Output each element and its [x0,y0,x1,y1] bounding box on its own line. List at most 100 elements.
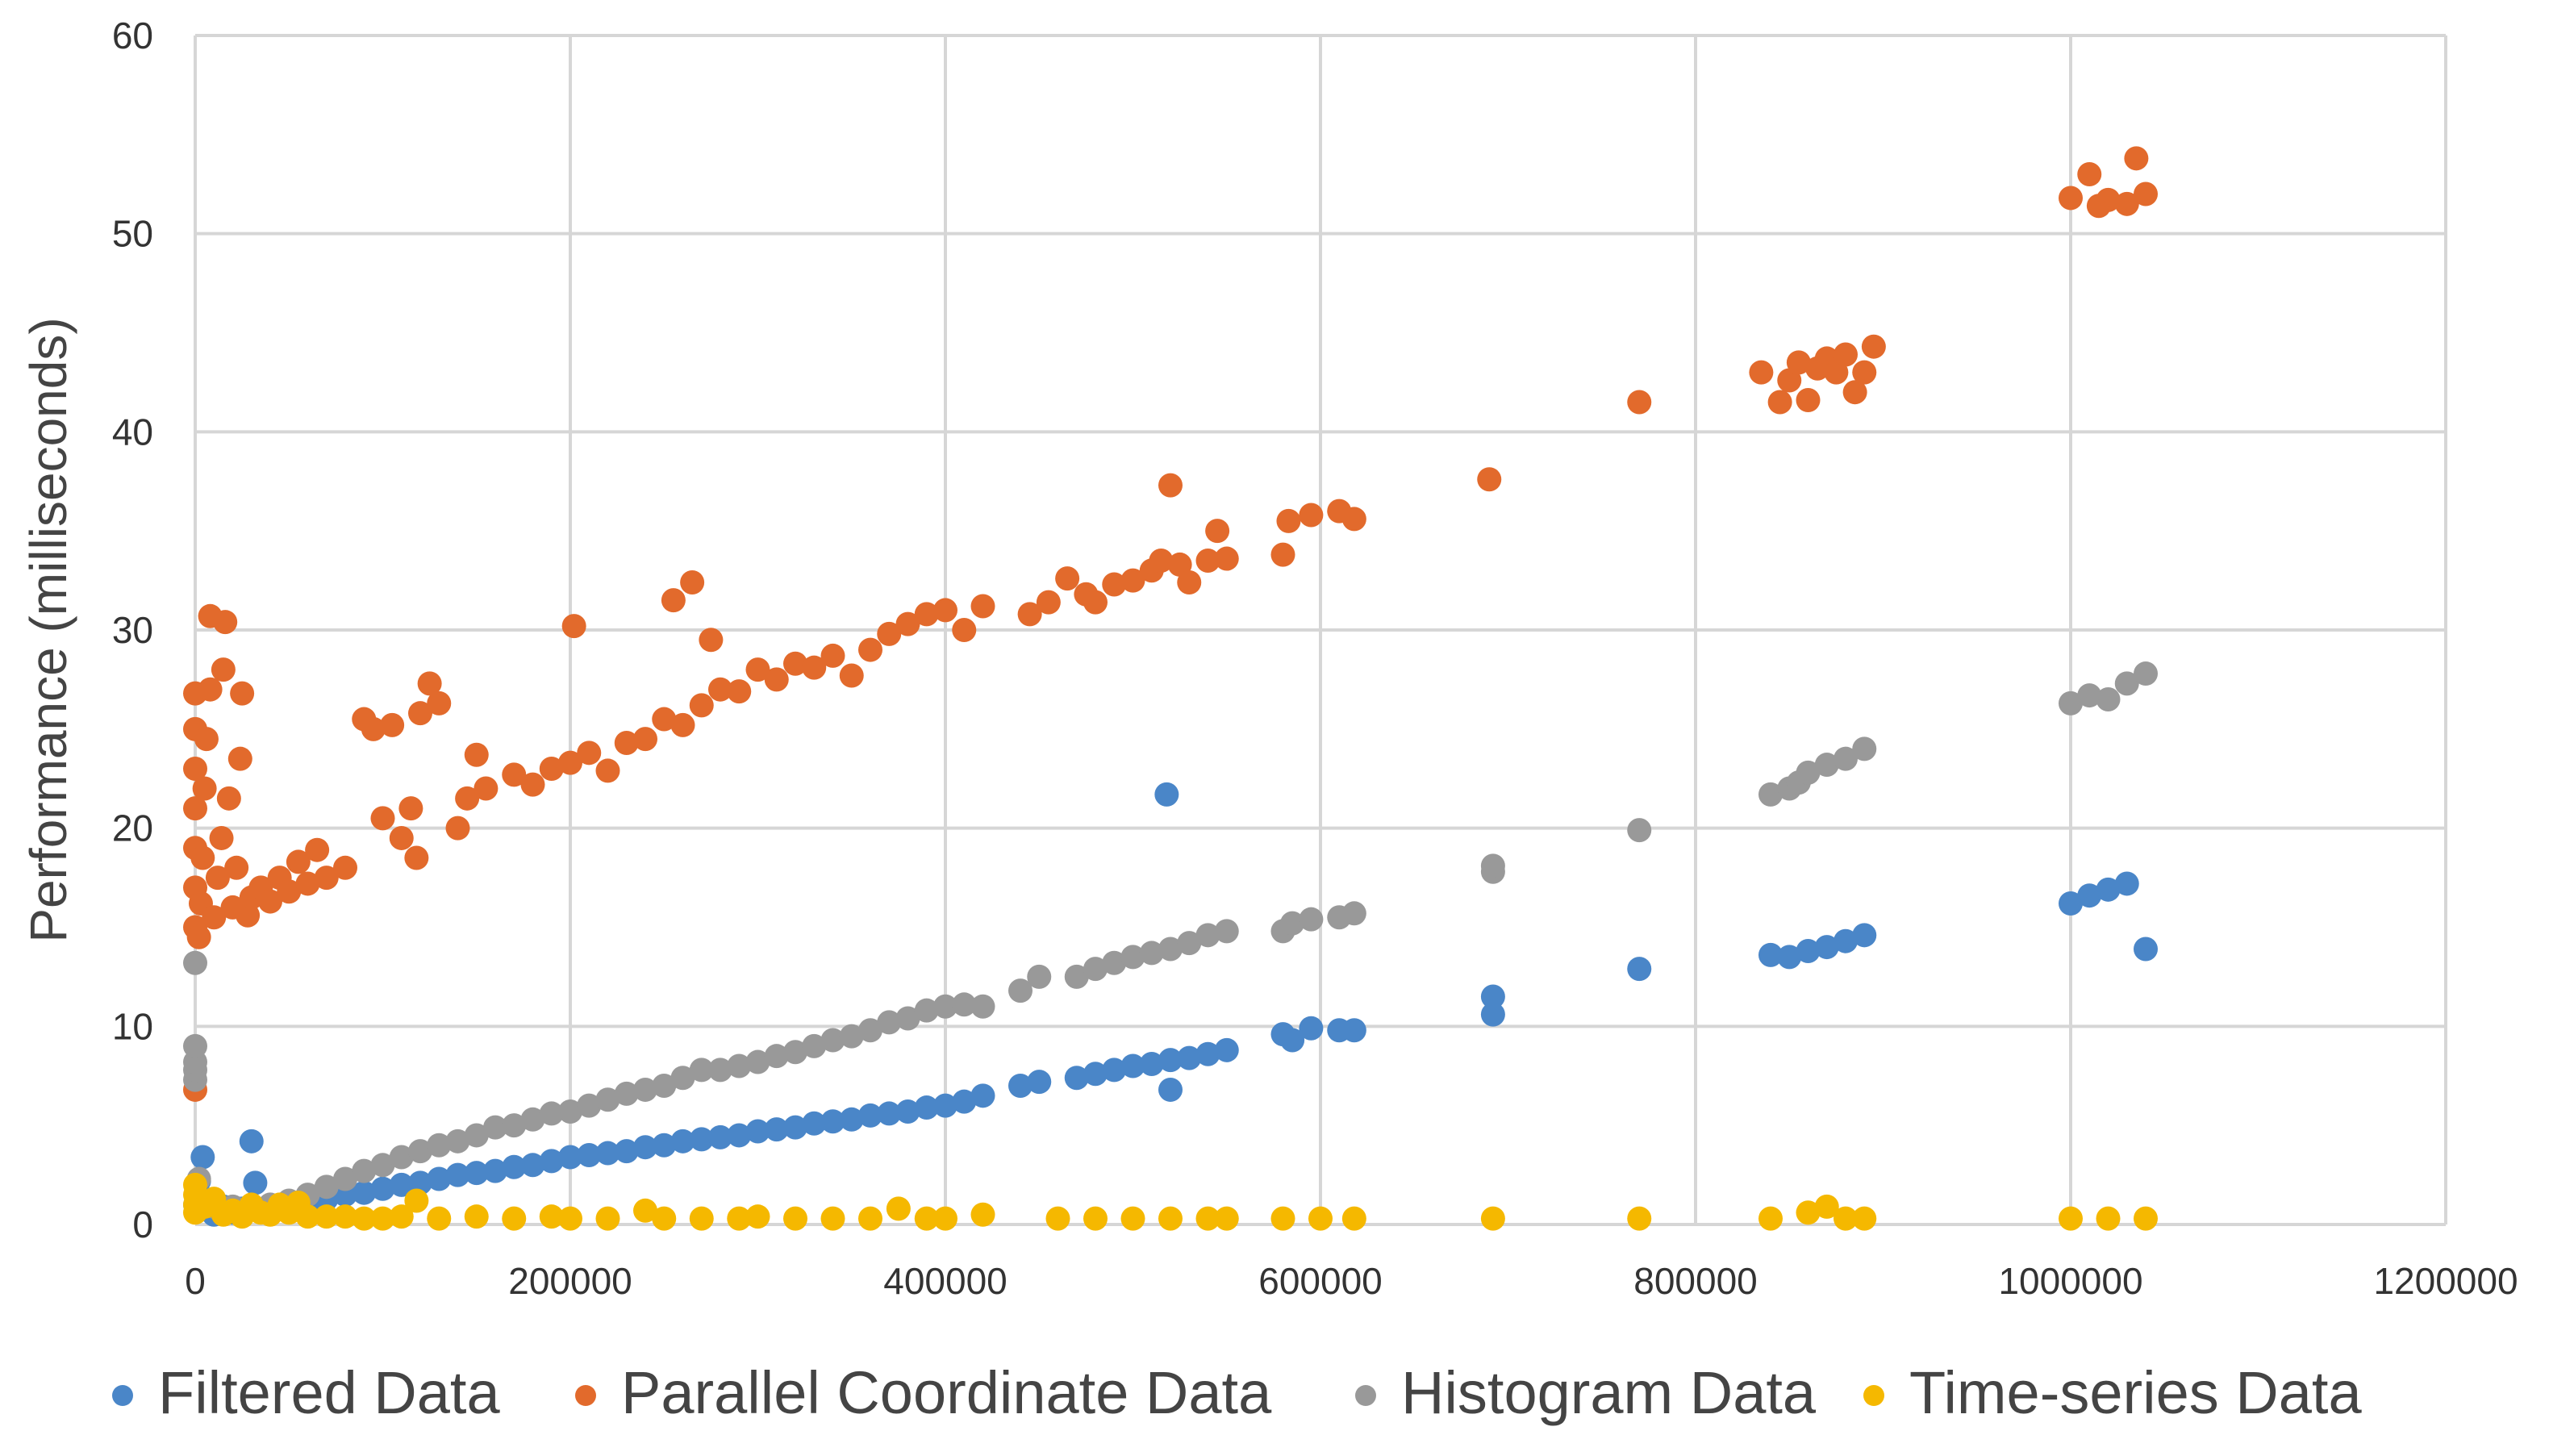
data-point [445,1129,470,1154]
data-point [216,786,241,811]
x-tick-label: 200000 [508,1260,632,1302]
data-point [427,1133,452,1158]
data-point [2124,146,2149,171]
data-point [877,1101,902,1126]
data-point [670,1129,695,1154]
data-point [1158,1206,1183,1231]
data-point [192,776,217,801]
data-point [1158,1077,1183,1102]
data-point [820,1109,845,1134]
data-point [2134,181,2158,207]
data-point [183,1033,207,1058]
data-point [689,693,714,718]
data-point [190,1145,215,1170]
data-point [1627,390,1652,415]
data-point [764,1117,789,1142]
y-tick-label: 0 [132,1204,153,1245]
data-point [858,637,882,662]
data-point [1280,911,1305,936]
data-point [277,879,302,904]
data-point [652,1206,677,1231]
data-point [389,1172,414,1197]
data-point [1749,360,1774,385]
data-point [1796,1200,1821,1225]
data-point [820,1206,845,1231]
data-point [1852,923,1877,948]
data-point [370,1206,395,1231]
data-point [389,825,414,850]
data-point [1767,390,1792,415]
data-point [1102,572,1127,597]
data-point [2077,883,2102,908]
data-point [1102,1058,1127,1083]
data-point [970,994,995,1019]
legend-label: Time-series Data [1909,1359,2362,1426]
data-point [445,1162,470,1187]
data-point [970,1083,995,1108]
data-point [1299,503,1324,528]
data-point [820,1028,845,1053]
data-point [1852,360,1877,385]
data-point [1120,1206,1145,1231]
data-point [370,1153,395,1178]
data-point [558,1099,582,1124]
data-point [933,1093,957,1118]
data-point [783,1115,807,1140]
data-point [558,750,582,775]
x-tick-label: 800000 [1633,1260,1758,1302]
data-point [243,1170,268,1195]
data-point [577,1093,602,1118]
data-point [1627,818,1652,843]
data-point [886,1196,911,1221]
data-point [1158,473,1183,498]
data-point [1299,907,1324,932]
data-point [408,1139,432,1164]
data-point [595,1087,620,1112]
data-point [595,1141,620,1166]
data-point [952,992,977,1017]
data-point [914,1206,939,1231]
data-point [1852,1206,1877,1231]
y-tick-label: 40 [112,411,153,453]
data-point [614,1139,639,1164]
data-point [483,1158,507,1183]
ticks-layer: 0 10 20 30 40 50 60 0 200000 400000 600000 800000 10… [112,15,2518,1302]
data-point [539,1204,564,1229]
data-point [745,1119,770,1144]
data-point [202,905,227,930]
legend-marker [1355,1385,1376,1406]
data-point [933,994,957,1019]
data-point [474,776,499,801]
data-point [1480,1002,1505,1027]
data-point [1064,964,1089,989]
data-point [305,837,330,862]
data-point [1270,1206,1295,1231]
data-point [295,871,320,896]
data-point [1177,931,1202,956]
data-point [389,1204,414,1229]
data-point [745,1049,770,1074]
series-parallel-coordinate-data [183,146,2158,1102]
data-point [858,1206,882,1231]
data-point [427,1206,452,1231]
data-point [661,588,686,613]
data-point [1158,937,1183,962]
data-point [1758,782,1783,807]
legend-marker [112,1385,133,1406]
data-point [370,806,395,831]
data-point [502,1154,527,1179]
data-point [295,1204,320,1229]
data-point [1270,542,1295,567]
data-point [1214,919,1239,944]
data-point [708,677,732,702]
data-point [727,1053,752,1078]
data-point [783,1040,807,1065]
data-point [2096,187,2121,212]
legend-label: Filtered Data [158,1359,500,1426]
data-point [1102,950,1127,975]
data-point [333,1166,357,1191]
data-point [520,1153,545,1178]
data-point [1758,942,1783,967]
data-point [1177,570,1202,595]
data-point [1214,1037,1239,1062]
